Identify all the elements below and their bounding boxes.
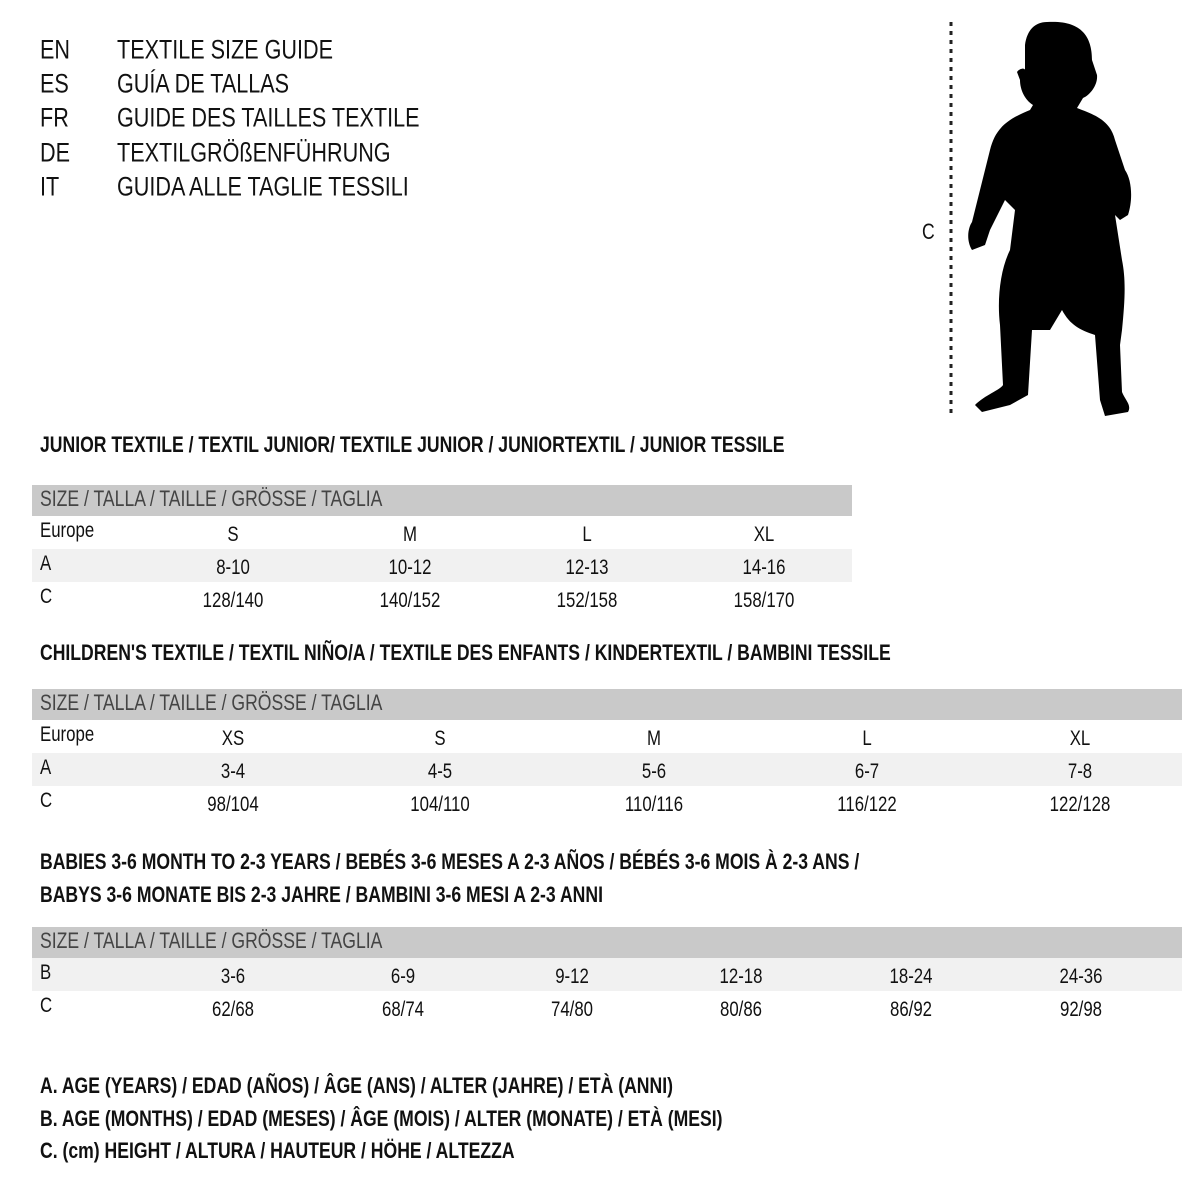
junior-heading: JUNIOR TEXTILE / TEXTIL JUNIOR/ TEXTILE …: [40, 432, 785, 457]
table-cell: 7-8: [1067, 759, 1093, 783]
table-cell: 92/98: [1059, 997, 1103, 1021]
row-label: A: [40, 551, 52, 575]
table-cell: 12-13: [565, 555, 609, 579]
lang-code: DE: [40, 137, 71, 168]
junior-table-header: SIZE / TALLA / TAILLE / GRÖSSE / TAGLIA: [40, 486, 383, 511]
table-row-band: [32, 753, 1182, 786]
table-cell: 14-16: [742, 555, 786, 579]
row-label: C: [40, 788, 53, 812]
lang-code: FR: [40, 102, 69, 133]
lang-code: IT: [40, 171, 60, 202]
height-label: C: [922, 219, 935, 244]
row-label: A: [40, 755, 52, 779]
babies-heading-line2: BABYS 3-6 MONATE BIS 2-3 JAHRE / BAMBINI…: [40, 882, 603, 907]
lang-code: ES: [40, 68, 69, 99]
table-cell: XS: [221, 726, 245, 750]
children-table-header-band: [32, 689, 1182, 720]
row-label: Europe: [40, 518, 95, 542]
table-cell: XL: [1069, 726, 1091, 750]
table-cell: 8-10: [216, 555, 250, 579]
table-cell: 62/68: [211, 997, 255, 1021]
babies-table-header-band: [32, 927, 1182, 958]
legend-item-b: B. AGE (MONTHS) / EDAD (MESES) / ÂGE (MO…: [40, 1106, 723, 1131]
lang-title: TEXTILE SIZE GUIDE: [117, 34, 334, 65]
child-silhouette: [968, 21, 1132, 416]
table-cell: 24-36: [1059, 964, 1103, 988]
lang-title: GUIDA ALLE TAGLIE TESSILI: [117, 171, 409, 202]
table-cell: 68/74: [381, 997, 425, 1021]
table-cell: 12-18: [719, 964, 763, 988]
babies-heading-line1: BABIES 3-6 MONTH TO 2-3 YEARS / BEBÉS 3-…: [40, 849, 860, 874]
table-cell: 5-6: [641, 759, 667, 783]
lang-code: EN: [40, 34, 71, 65]
table-cell: M: [647, 726, 661, 750]
table-cell: L: [862, 726, 872, 750]
table-row-band: [32, 549, 852, 582]
children-table-header: SIZE / TALLA / TAILLE / GRÖSSE / TAGLIA: [40, 690, 383, 715]
table-cell: 122/128: [1049, 792, 1111, 816]
lang-title: TEXTILGRÖßENFÜHRUNG: [117, 137, 391, 168]
table-cell: 6-9: [390, 964, 416, 988]
children-heading: CHILDREN'S TEXTILE / TEXTIL NIÑO/A / TEX…: [40, 640, 891, 665]
table-cell: 86/92: [889, 997, 933, 1021]
table-cell: 6-7: [854, 759, 880, 783]
table-cell: 80/86: [719, 997, 763, 1021]
babies-table-header: SIZE / TALLA / TAILLE / GRÖSSE / TAGLIA: [40, 928, 383, 953]
table-cell: 98/104: [207, 792, 259, 816]
table-cell: 3-6: [220, 964, 246, 988]
lang-title: GUÍA DE TALLAS: [117, 68, 290, 99]
table-cell: 18-24: [889, 964, 933, 988]
table-cell: 9-12: [555, 964, 589, 988]
table-cell: 110/116: [624, 792, 684, 816]
table-cell: 128/140: [202, 588, 264, 612]
table-cell: 140/152: [379, 588, 441, 612]
table-cell: 116/122: [837, 792, 897, 816]
lang-title: GUIDE DES TAILLES TEXTILE: [117, 102, 420, 133]
row-label: C: [40, 993, 53, 1017]
table-cell: 74/80: [550, 997, 594, 1021]
table-cell: M: [403, 522, 417, 546]
table-cell: XL: [753, 522, 775, 546]
table-cell: 158/170: [733, 588, 795, 612]
table-cell: 10-12: [388, 555, 432, 579]
table-row-band: [32, 958, 1182, 991]
table-cell: 152/158: [556, 588, 618, 612]
table-cell: 3-4: [220, 759, 246, 783]
row-label: B: [40, 960, 52, 984]
row-label: Europe: [40, 722, 95, 746]
table-cell: 4-5: [427, 759, 453, 783]
legend-item-a: A. AGE (YEARS) / EDAD (AÑOS) / ÂGE (ANS)…: [40, 1073, 673, 1098]
row-label: C: [40, 584, 53, 608]
table-cell: 104/110: [410, 792, 470, 816]
legend-item-c: C. (cm) HEIGHT / ALTURA / HAUTEUR / HÖHE…: [40, 1138, 515, 1163]
table-cell: L: [582, 522, 592, 546]
junior-table-header-band: [32, 485, 852, 516]
table-cell: S: [434, 726, 446, 750]
table-cell: S: [227, 522, 239, 546]
child-silhouette-icon: [949, 21, 1132, 416]
